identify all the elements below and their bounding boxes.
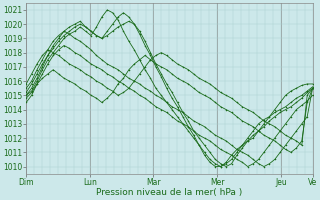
X-axis label: Pression niveau de la mer( hPa ): Pression niveau de la mer( hPa ) bbox=[96, 188, 243, 197]
